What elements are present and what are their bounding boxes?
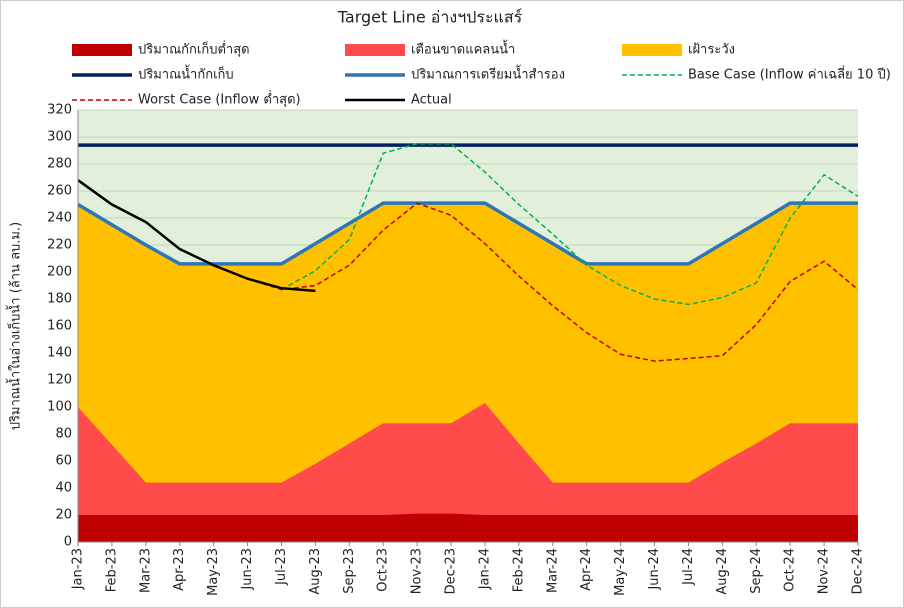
y-tick-label: 80 xyxy=(55,427,72,442)
y-tick-label: 160 xyxy=(47,319,72,334)
y-tick-label: 240 xyxy=(47,211,72,226)
x-tick-label: Mar-24 xyxy=(545,548,560,593)
legend-label: เฝ้าระวัง xyxy=(688,43,735,58)
x-tick-label: Dec-23 xyxy=(444,548,459,594)
y-tick-label: 140 xyxy=(47,346,72,361)
x-tick-label: Apr-24 xyxy=(579,548,594,591)
legend-label: Worst Case (Inflow ต่ำสุด) xyxy=(138,91,301,108)
x-tick-label: Nov-23 xyxy=(410,548,425,594)
y-tick-label: 20 xyxy=(55,508,72,523)
x-tick-label: Nov-24 xyxy=(817,548,832,594)
y-tick-label: 180 xyxy=(47,292,72,307)
y-tick-label: 320 xyxy=(47,103,72,118)
x-tick-label: Jan-23 xyxy=(71,548,86,590)
x-tick-label: Jul-23 xyxy=(274,548,289,586)
y-tick-label: 280 xyxy=(47,157,72,172)
y-tick-label: 120 xyxy=(47,373,72,388)
x-tick-label: May-23 xyxy=(206,548,221,596)
legend-swatch xyxy=(345,44,405,56)
legend-label: ปริมาณการเตรียมน้ำสำรอง xyxy=(411,65,565,83)
legend-label: Base Case (Inflow ค่าเฉลี่ย 10 ปี) xyxy=(688,66,891,83)
x-tick-label: May-24 xyxy=(613,548,628,596)
legend-swatch xyxy=(72,44,132,56)
x-tick-label: Jul-24 xyxy=(681,548,696,586)
x-tick-label: Aug-24 xyxy=(715,548,730,595)
y-tick-label: 100 xyxy=(47,400,72,415)
x-tick-label: Oct-24 xyxy=(783,548,798,592)
x-tick-label: Jun-23 xyxy=(240,548,255,591)
x-tick-label: Jun-24 xyxy=(647,548,662,591)
legend-label: Actual xyxy=(411,93,452,108)
y-tick-label: 0 xyxy=(64,535,72,550)
x-tick-label: Jan-24 xyxy=(477,548,492,590)
y-tick-label: 300 xyxy=(47,130,72,145)
x-tick-label: Apr-23 xyxy=(172,548,187,591)
x-tick-label: Oct-23 xyxy=(376,548,391,592)
area xyxy=(78,402,858,542)
y-tick-label: 200 xyxy=(47,265,72,280)
x-tick-label: Mar-23 xyxy=(138,548,153,593)
line xyxy=(77,179,316,293)
line xyxy=(281,143,859,306)
x-tick-label: Aug-23 xyxy=(308,548,323,595)
legend-label: เตือนขาดแคลนน้ำ xyxy=(411,40,515,58)
y-tick-label: 260 xyxy=(47,184,72,199)
x-tick-label: Sep-23 xyxy=(342,548,357,594)
x-tick-label: Feb-24 xyxy=(511,548,526,592)
legend-label: ปริมาณกักเก็บต่ำสุด xyxy=(138,40,250,58)
y-tick-label: 220 xyxy=(47,238,72,253)
chart-title: Target Line อ่างฯประแสร์ xyxy=(337,8,523,27)
legend-swatch xyxy=(622,44,682,56)
area xyxy=(78,203,858,542)
legend-label: ปริมาณน้ำกักเก็บ xyxy=(138,65,234,83)
y-axis-label: ปริมาณน้ำในอ่างเก็บน้ำ (ล้าน ลบ.ม.) xyxy=(6,222,24,430)
x-tick-label: Feb-23 xyxy=(104,548,119,592)
x-tick-label: Sep-24 xyxy=(749,548,764,594)
y-tick-label: 40 xyxy=(55,481,72,496)
y-tick-label: 60 xyxy=(55,454,72,469)
x-tick-label: Dec-24 xyxy=(851,548,866,594)
area xyxy=(78,513,858,542)
